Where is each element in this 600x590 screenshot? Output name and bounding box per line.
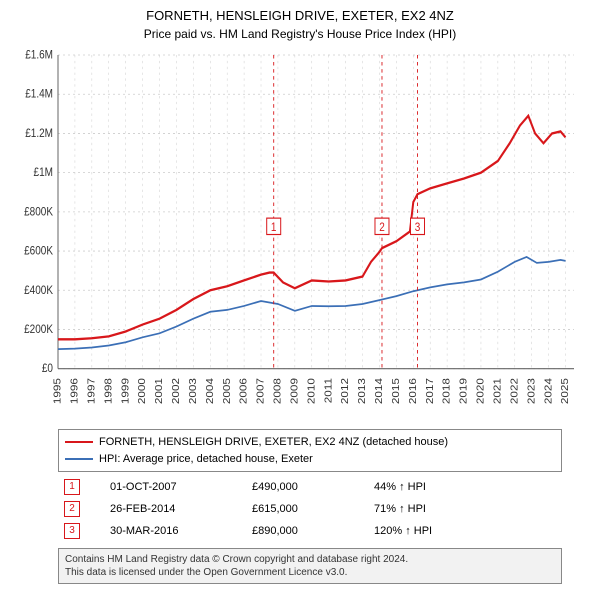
x-tick-label: 2021 bbox=[492, 379, 503, 405]
x-tick-label: 2004 bbox=[205, 379, 216, 405]
event-row: 3 30-MAR-2016£890,000120% ↑ HPI bbox=[58, 520, 562, 542]
x-tick-label: 2014 bbox=[374, 379, 385, 405]
legend-box: FORNETH, HENSLEIGH DRIVE, EXETER, EX2 4N… bbox=[58, 429, 562, 472]
events-table: 1 01-OCT-2007£490,00044% ↑ HPI 2 26-FEB-201… bbox=[58, 476, 562, 542]
x-tick-label: 1999 bbox=[120, 379, 131, 405]
event-price: £490,000 bbox=[246, 476, 368, 498]
x-tick-label: 2002 bbox=[171, 379, 182, 405]
x-tick-label: 2013 bbox=[357, 379, 368, 405]
x-tick-label: 1997 bbox=[86, 379, 97, 405]
event-index-box: 1 bbox=[64, 479, 80, 495]
event-delta: 120% ↑ HPI bbox=[368, 520, 562, 542]
y-tick-label: £800K bbox=[24, 206, 54, 219]
x-tick-label: 2001 bbox=[154, 379, 165, 405]
y-tick-label: £0 bbox=[42, 363, 53, 376]
x-tick-label: 2012 bbox=[340, 379, 351, 405]
event-marker-label: 1 bbox=[271, 222, 277, 235]
x-tick-label: 1998 bbox=[103, 379, 114, 405]
y-tick-label: £1.6M bbox=[25, 49, 53, 62]
x-tick-label: 2023 bbox=[526, 379, 537, 405]
event-index-box: 2 bbox=[64, 501, 80, 517]
event-date: 01-OCT-2007 bbox=[104, 476, 246, 498]
event-index-box: 3 bbox=[64, 523, 80, 539]
y-tick-label: £200K bbox=[24, 324, 54, 337]
x-tick-label: 2020 bbox=[475, 379, 486, 405]
event-row: 2 26-FEB-2014£615,00071% ↑ HPI bbox=[58, 498, 562, 520]
chart-container: FORNETH, HENSLEIGH DRIVE, EXETER, EX2 4N… bbox=[0, 0, 600, 590]
x-tick-label: 2022 bbox=[509, 379, 520, 405]
x-tick-label: 2010 bbox=[306, 379, 317, 405]
plot-area: £0 £200K £400K £600K £800K £1M £1.2M £1.4M £1.6M… bbox=[10, 48, 590, 423]
event-marker-label: 2 bbox=[379, 222, 385, 235]
x-tick-label: 2015 bbox=[391, 379, 402, 405]
x-tick-label: 1995 bbox=[52, 379, 63, 405]
x-tick-label: 2000 bbox=[137, 379, 148, 405]
event-price: £615,000 bbox=[246, 498, 368, 520]
y-tick-label: £1M bbox=[34, 167, 53, 180]
chart-subtitle: Price paid vs. HM Land Registry's House … bbox=[10, 27, 590, 43]
x-tick-label: 2003 bbox=[188, 379, 199, 405]
x-tick-label: 2006 bbox=[238, 379, 249, 405]
x-tick-label: 2007 bbox=[255, 379, 266, 405]
x-tick-label: 2018 bbox=[441, 379, 452, 405]
footer-line-1: Contains HM Land Registry data © Crown c… bbox=[65, 553, 555, 566]
x-tick-label: 1996 bbox=[69, 379, 80, 405]
y-tick-label: £1.2M bbox=[25, 128, 53, 141]
x-tick-label: 2024 bbox=[543, 379, 554, 405]
legend-swatch bbox=[65, 441, 93, 443]
legend-swatch bbox=[65, 458, 93, 460]
legend-row: FORNETH, HENSLEIGH DRIVE, EXETER, EX2 4N… bbox=[65, 434, 555, 451]
legend-row: HPI: Average price, detached house, Exet… bbox=[65, 451, 555, 468]
x-tick-label: 2005 bbox=[222, 379, 233, 405]
event-date: 26-FEB-2014 bbox=[104, 498, 246, 520]
legend-label: HPI: Average price, detached house, Exet… bbox=[99, 451, 313, 468]
event-row: 1 01-OCT-2007£490,00044% ↑ HPI bbox=[58, 476, 562, 498]
x-tick-label: 2019 bbox=[458, 379, 469, 405]
x-tick-label: 2009 bbox=[289, 379, 300, 405]
legend-label: FORNETH, HENSLEIGH DRIVE, EXETER, EX2 4N… bbox=[99, 434, 448, 451]
x-tick-label: 2017 bbox=[425, 379, 436, 405]
event-date: 30-MAR-2016 bbox=[104, 520, 246, 542]
y-tick-label: £600K bbox=[24, 245, 54, 258]
event-price: £890,000 bbox=[246, 520, 368, 542]
event-marker-label: 3 bbox=[415, 222, 421, 235]
chart-title: FORNETH, HENSLEIGH DRIVE, EXETER, EX2 4N… bbox=[10, 8, 590, 25]
chart-svg: £0 £200K £400K £600K £800K £1M £1.2M £1.4M £1.6M… bbox=[10, 48, 590, 423]
event-delta: 71% ↑ HPI bbox=[368, 498, 562, 520]
footer-line-2: This data is licensed under the Open Gov… bbox=[65, 566, 555, 579]
x-tick-label: 2011 bbox=[323, 379, 334, 404]
x-tick-label: 2025 bbox=[560, 379, 571, 405]
x-tick-label: 2016 bbox=[408, 379, 419, 405]
event-delta: 44% ↑ HPI bbox=[368, 476, 562, 498]
footer-attribution: Contains HM Land Registry data © Crown c… bbox=[58, 548, 562, 584]
x-tick-label: 2008 bbox=[272, 379, 283, 405]
y-tick-label: £400K bbox=[24, 285, 54, 298]
y-tick-label: £1.4M bbox=[25, 89, 53, 102]
